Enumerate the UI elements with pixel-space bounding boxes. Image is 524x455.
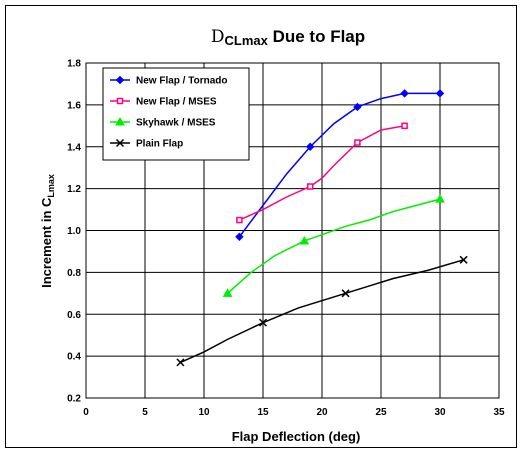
series-3	[176, 255, 468, 367]
legend-box	[102, 67, 250, 161]
data-point	[258, 318, 268, 327]
chart-frame	[5, 5, 517, 448]
chart-title: DCLmax Due to Flap	[211, 27, 365, 48]
legend-item: New Flap / MSES	[110, 97, 217, 108]
title-symbol: D	[211, 27, 225, 47]
legend-label: New Flap / Tornado	[136, 76, 227, 87]
series-line	[239, 125, 405, 221]
data-point	[401, 122, 408, 130]
y-label-sub: Lmax	[46, 174, 56, 198]
y-tick-label: 1.0	[67, 226, 81, 237]
y-tick-label: 0.8	[67, 268, 81, 279]
series-line	[180, 259, 464, 364]
legend-marker	[115, 138, 125, 148]
y-tick-label: 0.2	[67, 394, 81, 405]
legend-label: Skyhawk / MSES	[136, 118, 216, 129]
plot-area	[85, 62, 500, 399]
data-point	[353, 102, 362, 112]
series-0	[235, 89, 445, 241]
tick-labels: 0 5 10 15 20 25 30 35 0.2 0.4 0.6 0.8 1.0 1.2 1.4 1.6 1.…	[67, 59, 505, 419]
series-line	[238, 92, 440, 238]
legend-marker	[115, 116, 125, 126]
y-tick-label: 0.4	[67, 352, 81, 363]
data-point	[299, 235, 310, 245]
data-point	[306, 183, 314, 190]
x-tick-label: 5	[142, 407, 148, 418]
legend-marker	[115, 75, 125, 85]
y-tick-label: 0.6	[67, 310, 81, 321]
legend-item: New Flap / Tornado	[110, 76, 227, 87]
series-group	[176, 89, 468, 367]
data-point	[341, 289, 350, 298]
legend: New Flap / Tornado New Flap / MSES Skyhawk…	[102, 67, 250, 161]
data-point	[176, 358, 185, 367]
data-point	[235, 232, 244, 241]
title-rest: Due to Flap	[268, 27, 365, 46]
x-axis-label: Flap Deflection (deg)	[232, 429, 361, 444]
x-tick-label: 20	[316, 407, 328, 418]
series-1	[236, 122, 408, 224]
legend-label: Plain Flap	[136, 139, 183, 150]
data-point	[400, 89, 409, 98]
title-sub: CLmax	[225, 33, 269, 48]
legend-item: Skyhawk / MSES	[110, 116, 216, 129]
x-tick-label: 15	[257, 407, 269, 418]
y-label-main: Increment in C	[39, 197, 54, 288]
series-line	[227, 198, 441, 294]
data-point	[236, 216, 243, 224]
data-point	[222, 288, 233, 297]
y-tick-label: 1.8	[67, 59, 81, 70]
series-2	[222, 194, 445, 297]
y-tick-label: 1.6	[67, 100, 81, 111]
x-tick-label: 35	[493, 407, 505, 418]
x-tick-label: 10	[198, 407, 210, 418]
x-tick-label: 0	[83, 407, 89, 418]
y-tick-label: 1.4	[67, 142, 81, 153]
data-point	[459, 255, 468, 264]
legend-marker	[116, 97, 124, 105]
data-point	[435, 194, 445, 203]
y-tick-label: 1.2	[67, 184, 81, 195]
data-point	[354, 139, 361, 146]
x-tick-label: 25	[375, 407, 387, 418]
data-point	[435, 89, 445, 98]
legend-label: New Flap / MSES	[136, 97, 217, 108]
data-point	[305, 142, 315, 151]
legend-item: Plain Flap	[110, 139, 183, 150]
y-axis-label: Increment in CLmax	[39, 174, 56, 288]
x-tick-label: 30	[434, 407, 446, 418]
